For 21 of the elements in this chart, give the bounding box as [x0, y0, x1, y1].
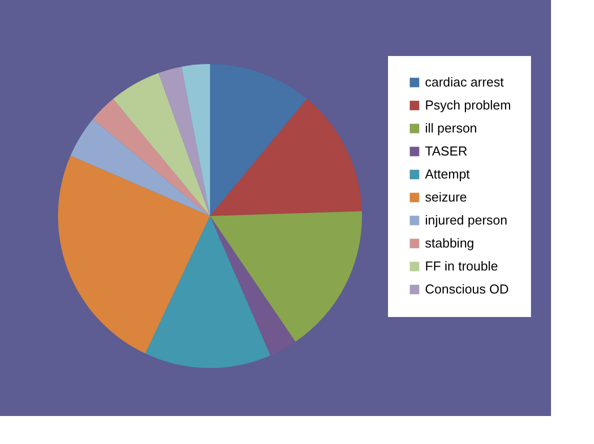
- pie-slice: [113, 72, 210, 216]
- pie-slice: [158, 66, 210, 216]
- legend-label: Conscious OD: [425, 282, 509, 296]
- legend-label: Attempt: [425, 166, 470, 182]
- pie-slice: [182, 64, 210, 216]
- pie-slice: [145, 216, 270, 368]
- pie-slice: [210, 216, 296, 356]
- legend-label: FF in trouble: [425, 258, 498, 274]
- pie-slice: [210, 98, 362, 216]
- pie-slice: [210, 64, 307, 216]
- pie-slice: [58, 156, 210, 354]
- legend-label: Psych problem: [425, 98, 511, 112]
- legend-label: seizure: [425, 190, 467, 204]
- legend-label: injured person: [425, 212, 508, 228]
- pie-slice: [92, 98, 210, 216]
- pie-slice: [70, 119, 210, 216]
- legend-label: stabbing: [425, 236, 474, 250]
- pie-slice: [210, 211, 362, 342]
- legend-label: cardiac arrest: [425, 74, 504, 90]
- legend-label: ill person: [425, 120, 478, 136]
- legend-label: TASER: [425, 144, 468, 158]
